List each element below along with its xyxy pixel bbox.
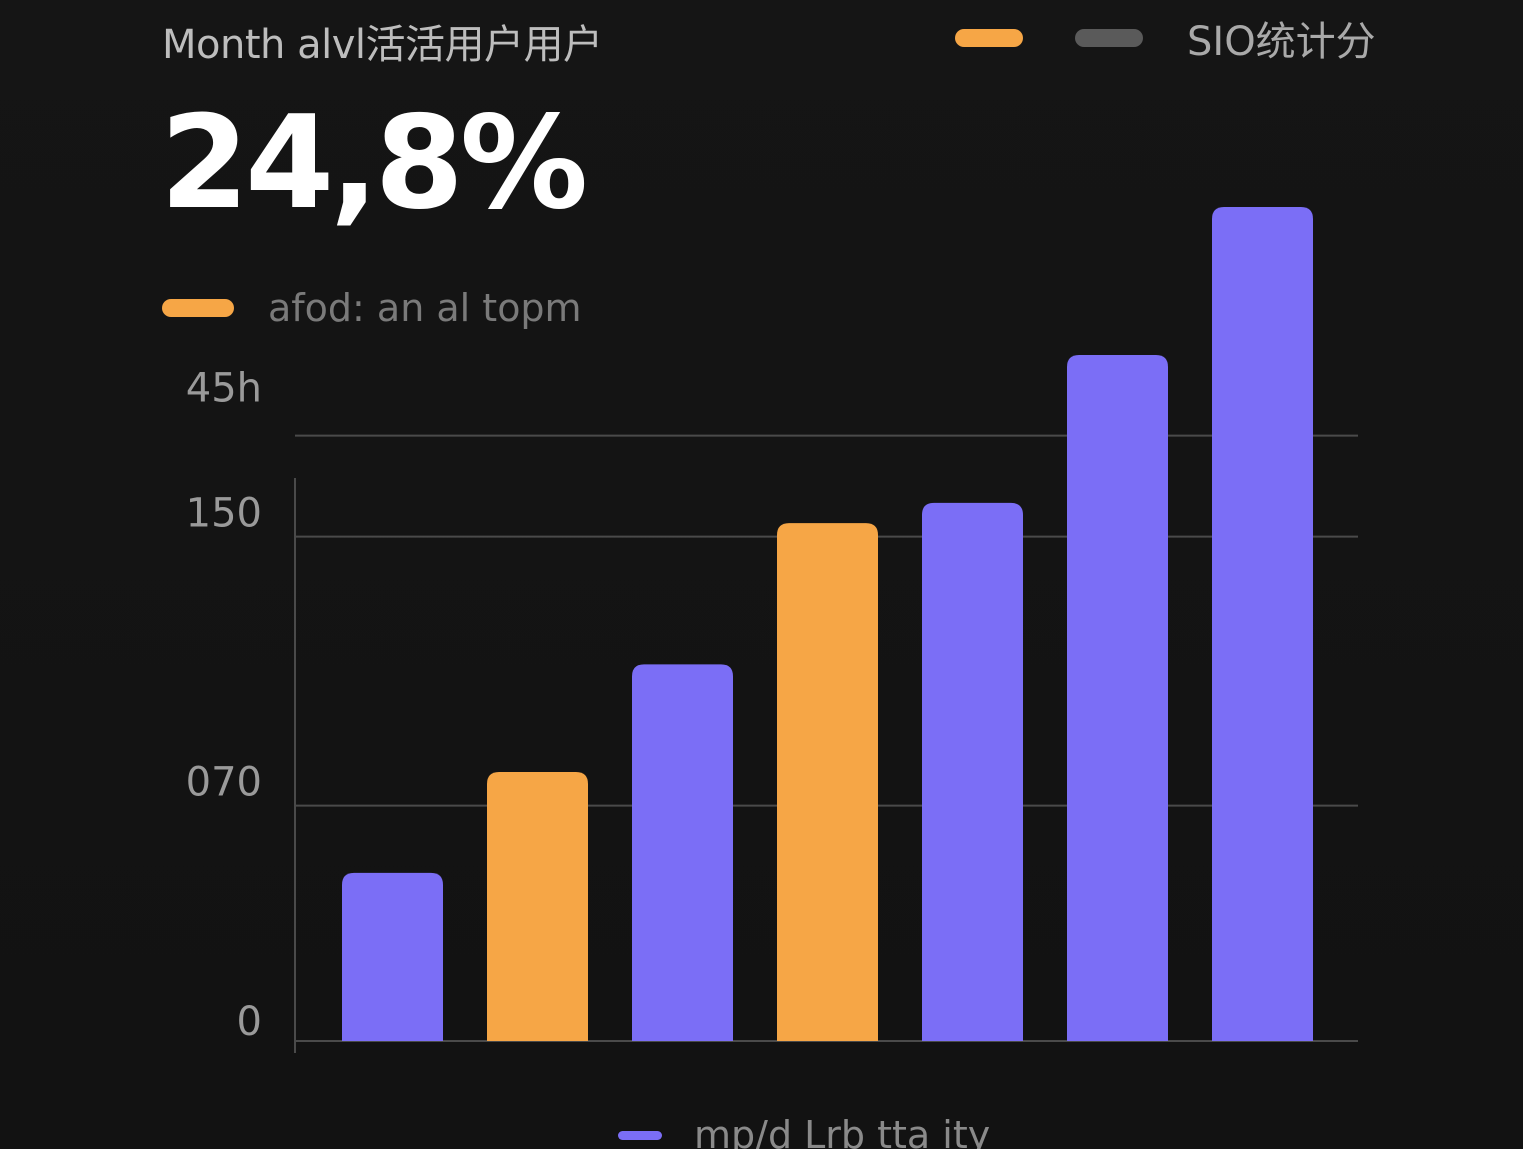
bottom-legend-swatch — [618, 1130, 662, 1140]
bar — [487, 771, 588, 1041]
bar — [777, 523, 878, 1041]
bar — [632, 664, 733, 1041]
sub-legend-label: afod: an al topm — [268, 286, 582, 330]
bar — [1067, 354, 1168, 1041]
y-tick-labels: 0 070 150 45h — [186, 366, 262, 1045]
y-tick-label: 070 — [186, 760, 262, 806]
sub-legend: afod: an al topm — [162, 282, 582, 334]
kpi-value: 24,8% — [160, 89, 588, 238]
y-tick-label: 150 — [186, 491, 262, 537]
bottom-legend: mp/d Lrb tta ity — [618, 1110, 990, 1149]
bar — [922, 502, 1023, 1041]
top-legend: SIO统计分 — [955, 12, 1376, 65]
legend-swatch-gray — [1075, 29, 1143, 47]
y-tick-label: 45h — [186, 366, 262, 412]
legend-swatch-orange — [955, 29, 1023, 47]
sub-legend-swatch — [162, 299, 234, 317]
y-tick-label: 0 — [237, 999, 262, 1045]
bar — [342, 872, 443, 1041]
legend-label: SIO统计分 — [1187, 19, 1376, 65]
bottom-legend-label: mp/d Lrb tta ity — [694, 1113, 991, 1149]
chart-title: Month alvl活活用户用户 — [162, 22, 603, 68]
bar — [1212, 207, 1313, 1041]
bars — [342, 207, 1313, 1041]
